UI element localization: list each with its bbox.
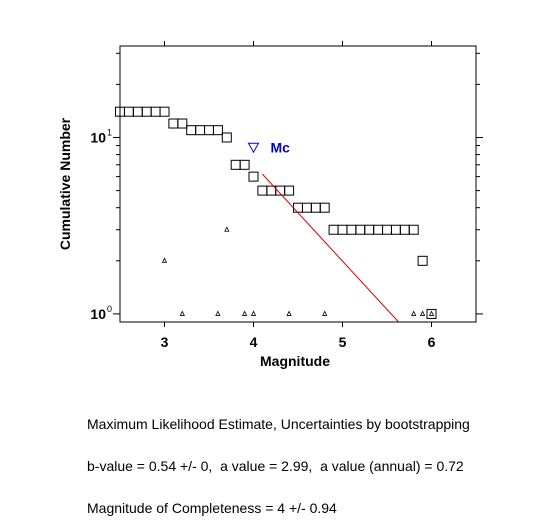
noncumulative-point bbox=[250, 310, 257, 316]
cumulative-point bbox=[346, 224, 357, 235]
mc-label: Mc bbox=[271, 139, 291, 155]
noncumulative-point bbox=[322, 310, 328, 316]
cumulative-point bbox=[382, 224, 392, 235]
cumulative-point bbox=[310, 202, 321, 213]
cumulative-point bbox=[364, 224, 375, 235]
cumulative-point bbox=[319, 202, 330, 213]
noncumulative-point bbox=[419, 310, 426, 316]
y-axis-title: Cumulative Number bbox=[57, 117, 73, 250]
cumulative-point bbox=[239, 159, 250, 170]
cumulative-point bbox=[390, 224, 401, 235]
cumulative-point bbox=[141, 106, 152, 117]
cumulative-point bbox=[257, 185, 268, 196]
cumulative-point bbox=[230, 159, 241, 170]
summary-line-method: Maximum Likelihood Estimate, Uncertainti… bbox=[87, 416, 470, 432]
y-tick-exponent: 0 bbox=[107, 304, 112, 314]
cumulative-point bbox=[150, 106, 161, 117]
cumulative-point bbox=[221, 132, 232, 143]
cumulative-point bbox=[399, 224, 410, 235]
cumulative-point bbox=[301, 202, 312, 213]
cumulative-point bbox=[168, 118, 179, 129]
summary-line-mc: Magnitude of Completeness = 4 +/- 0.94 bbox=[87, 500, 337, 516]
y-tick-label: 10 bbox=[90, 129, 106, 145]
summary-text: Maximum Likelihood Estimate, Uncertainti… bbox=[87, 389, 470, 529]
cumulative-point bbox=[373, 224, 384, 235]
noncumulative-point bbox=[286, 310, 292, 316]
x-axis-title: Magnitude bbox=[260, 353, 330, 369]
cumulative-point bbox=[328, 224, 339, 235]
noncumulative-point bbox=[241, 310, 248, 316]
cumulative-point bbox=[186, 125, 197, 136]
x-tick-label: 5 bbox=[339, 334, 347, 350]
cumulative-point bbox=[426, 308, 437, 319]
cumulative-point bbox=[123, 106, 134, 117]
cumulative-point bbox=[159, 106, 170, 117]
cumulative-point bbox=[132, 106, 143, 117]
noncumulative-point bbox=[179, 310, 185, 316]
cumulative-point bbox=[355, 224, 366, 235]
noncumulative-point bbox=[428, 310, 435, 316]
summary-line-bvalue: b-value = 0.54 +/- 0, a value = 2.99, a … bbox=[87, 458, 464, 474]
cumulative-point bbox=[337, 224, 348, 235]
cumulative-point bbox=[417, 255, 428, 266]
cumulative-point bbox=[204, 125, 214, 136]
y-tick-label: 10 bbox=[90, 306, 106, 322]
y-tick-exponent: 1 bbox=[107, 127, 112, 137]
noncumulative-point bbox=[411, 310, 417, 316]
x-tick-label: 6 bbox=[428, 334, 436, 350]
x-tick-label: 3 bbox=[161, 334, 169, 350]
gr-fit-line bbox=[262, 173, 399, 322]
plot-frame bbox=[119, 45, 477, 323]
cumulative-point bbox=[177, 118, 188, 129]
cumulative-point bbox=[212, 125, 223, 136]
noncumulative-point bbox=[215, 310, 221, 316]
cumulative-point bbox=[408, 224, 419, 235]
cumulative-point bbox=[284, 185, 295, 196]
mc-marker-icon bbox=[247, 142, 260, 154]
noncumulative-point bbox=[224, 226, 230, 232]
x-tick-label: 4 bbox=[250, 334, 258, 350]
cumulative-point bbox=[195, 125, 206, 136]
noncumulative-point bbox=[161, 257, 168, 263]
cumulative-point bbox=[293, 202, 303, 213]
cumulative-point bbox=[248, 171, 259, 182]
